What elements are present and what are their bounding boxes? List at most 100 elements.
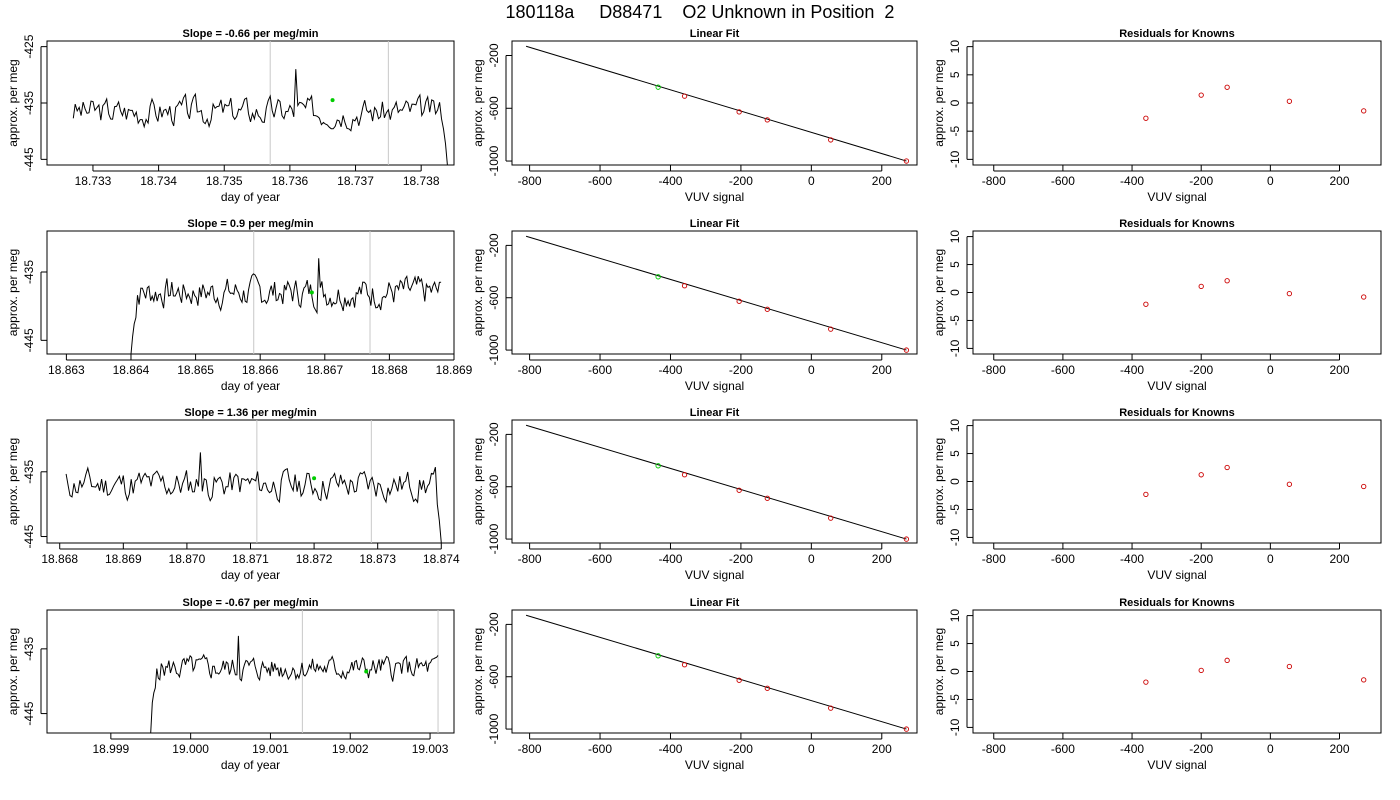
fit-line [525,235,907,351]
x-tick-label: 18.874 [423,552,460,566]
data-point [764,117,770,123]
data-point [903,347,910,353]
data-point [828,705,834,711]
data-point [1286,98,1293,104]
data-point [681,662,688,668]
x-tick-label: -600 [588,363,612,377]
data-point [681,472,688,478]
x-tick-label: -800 [518,363,542,377]
plot-frame [46,609,455,734]
x-tick-label: 18.863 [48,363,85,377]
x-tick-label: -600 [588,552,612,566]
data-point [655,274,661,280]
data-point [1224,278,1230,284]
y-tick-label: -1000 [487,713,501,744]
x-tick-label: -800 [982,552,1006,566]
x-tick-label: 18.865 [177,363,214,377]
y-tick-label: -10 [948,718,962,736]
chart-panel: Linear Fit -800 -600 -400 -200 0 200 -1000 -600 -… [471,597,918,772]
series-line [150,635,439,733]
series-line [130,258,442,354]
fit-line [525,45,907,162]
x-axis-label: day of year [221,568,280,582]
data-point [1198,472,1204,478]
plot-frame [46,230,455,355]
y-tick-label: 10 [948,419,962,433]
data-point [1224,84,1230,90]
x-axis-label: VUV signal [685,568,744,582]
x-axis-label: VUV signal [1147,379,1206,393]
x-tick-label: -200 [729,742,753,756]
y-tick-label: -200 [487,422,501,446]
y-tick-label: -445 [22,328,36,352]
x-tick-label: -400 [1120,552,1144,566]
y-tick-label: -445 [22,524,36,548]
x-tick-label: -400 [658,363,682,377]
data-point [1143,301,1149,307]
data-point [655,463,661,469]
chart-title: Linear Fit [690,407,740,419]
data-point [681,283,688,289]
data-point [764,306,770,312]
x-tick-label: -600 [1051,742,1075,756]
x-tick-label: 18.738 [403,174,440,188]
y-tick-label: -200 [487,612,501,636]
chart-panel: Linear Fit -800 -600 -400 -200 0 200 -1000 -600 -… [471,218,918,393]
x-axis-label: VUV signal [1147,568,1206,582]
y-axis-label: approx. per meg [471,59,485,146]
data-point [903,536,910,542]
plot-frame [46,40,455,166]
x-axis-label: VUV signal [1147,758,1206,772]
x-tick-label: -200 [1189,742,1213,756]
x-tick-label: 0 [1267,174,1274,188]
data-point [1361,294,1367,300]
x-tick-label: 0 [808,363,815,377]
x-tick-label: -800 [518,552,542,566]
chart-panel: Residuals for Knowns -800 -600 -400 -200 0 200… [932,597,1382,772]
y-tick-label: 10 [948,230,962,244]
data-point [764,685,770,691]
y-axis-label: approx. per meg [932,438,946,525]
x-tick-label: -600 [1051,552,1075,566]
data-point [364,669,369,674]
y-tick-label: -200 [487,43,501,67]
y-tick-label: -600 [487,664,501,688]
data-point [1198,92,1204,98]
chart-title: Linear Fit [690,28,740,40]
fit-line [525,614,907,730]
x-tick-label: 18.864 [113,363,150,377]
data-point [1198,667,1204,674]
x-tick-label: 19.002 [332,742,369,756]
page-title: 180118a D88471 O2 Unknown in Position 2 [505,2,895,22]
x-tick-label: 19.001 [252,742,289,756]
chart-title: Linear Fit [690,597,740,609]
data-point [309,290,314,295]
x-tick-label: -600 [1051,363,1075,377]
data-point [1286,481,1293,487]
x-tick-label: 0 [808,552,815,566]
data-point [330,98,335,103]
y-tick-label: -10 [948,150,962,168]
plot-frame [972,230,1382,355]
x-tick-label: 0 [1267,552,1274,566]
y-tick-label: -435 [22,459,36,483]
x-tick-label: 18.733 [75,174,112,188]
chart-panel: Slope = 0.9 per meg/min 18.863 18.864 18.86… [6,218,473,393]
chart-panel: Slope = -0.66 per meg/min 18.733 18.734 18.… [6,28,455,204]
y-axis-label: approx. per meg [932,59,946,146]
y-tick-label: -425 [22,34,36,58]
data-point [736,487,742,493]
x-tick-label: 18.866 [242,363,279,377]
x-tick-label: 200 [1329,363,1349,377]
y-tick-label: -435 [22,91,36,115]
chart-panel: Linear Fit -800 -600 -400 -200 0 200 -1000 -600 -… [471,407,918,582]
x-tick-label: 200 [872,742,892,756]
y-tick-label: -600 [487,285,501,309]
x-axis-label: VUV signal [685,379,744,393]
data-point [1143,679,1149,685]
data-point [828,326,834,332]
y-tick-label: 5 [948,450,962,457]
x-tick-label: 19.003 [412,742,449,756]
x-tick-label: 18.999 [92,742,129,756]
y-axis-label: approx. per meg [6,59,20,146]
